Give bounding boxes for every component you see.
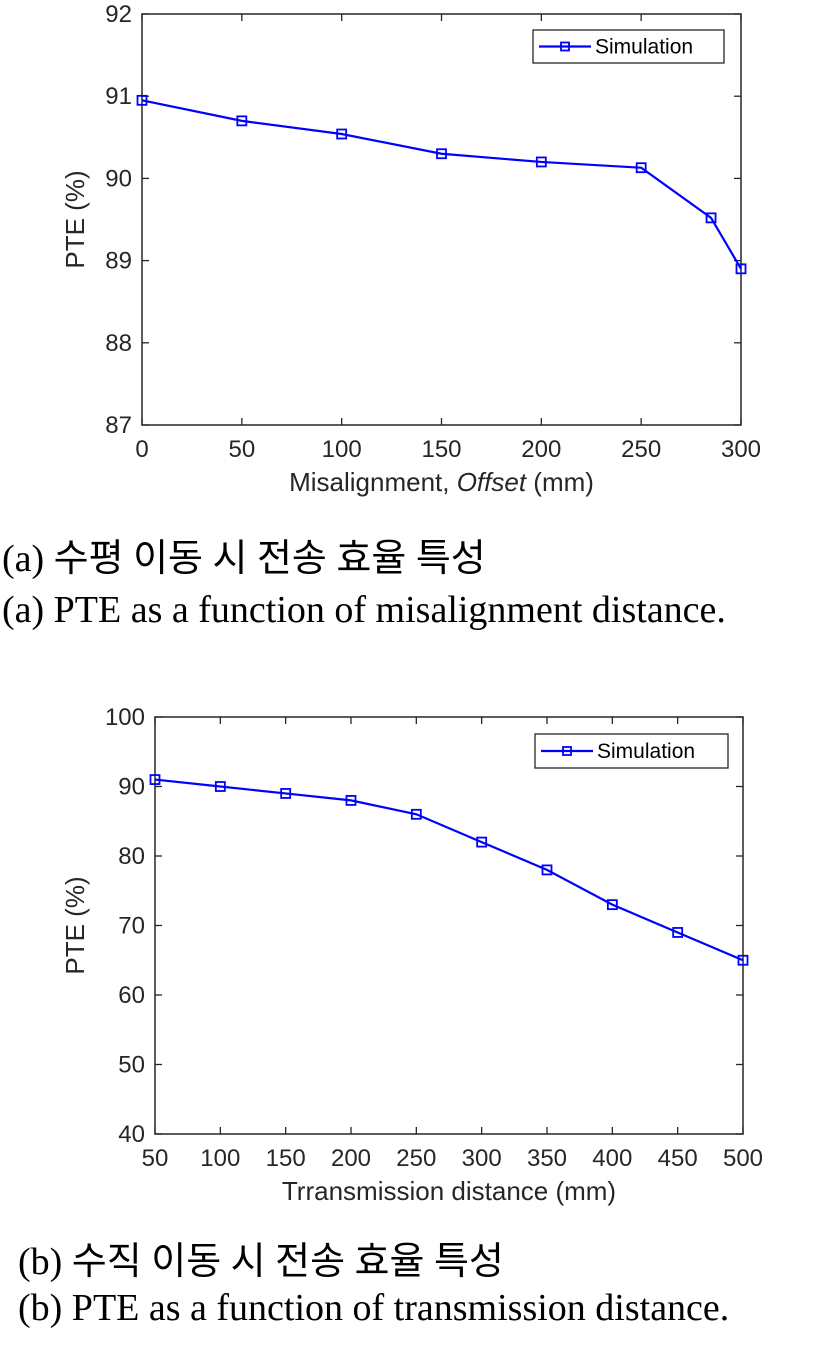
x-tick-label: 500 <box>723 1145 763 1172</box>
x-tick-label: 150 <box>266 1145 306 1172</box>
x-axis-label: Trransmission distance (mm) <box>282 1176 616 1206</box>
data-point-marker <box>705 212 717 224</box>
series-line <box>141 99 742 270</box>
y-axis-label: PTE (%) <box>60 170 90 268</box>
x-tick-label: 400 <box>592 1145 632 1172</box>
data-point-marker <box>737 954 749 966</box>
chart-b: 50 100 150 200 250 300 350 400 450 50040506070809… <box>60 704 763 1206</box>
y-tick-label: 88 <box>105 330 132 357</box>
data-point-marker <box>280 788 292 799</box>
x-tick-label: 100 <box>200 1145 240 1172</box>
chart-a: 0 50 100 150 200 250 300 87 88 89 90 91 92 Misalignme… <box>60 1 761 497</box>
data-point-marker <box>541 864 553 876</box>
y-tick-label: 80 <box>118 843 145 870</box>
data-point-marker <box>236 115 248 127</box>
y-axis-label: PTE (%) <box>60 876 90 974</box>
caption-b-korean: (b) 수직 이동 시 전송 효율 특성 <box>18 1241 504 1283</box>
legend: Simulation <box>534 733 729 769</box>
legend: Simulation <box>532 29 725 64</box>
y-tick-label: 100 <box>105 704 145 731</box>
data-point-marker <box>672 927 684 938</box>
plot-frame <box>154 716 744 1135</box>
x-tick-label: 250 <box>396 1145 436 1172</box>
x-tick-label: 200 <box>331 1145 371 1172</box>
series-line <box>154 778 744 962</box>
x-tick-label: 250 <box>621 436 661 463</box>
data-point-marker <box>635 162 647 174</box>
x-tick-label: 50 <box>142 1145 169 1172</box>
data-point-marker <box>606 899 618 911</box>
caption-b-english: (b) PTE as a function of transmission di… <box>18 1287 730 1329</box>
x-tick-label: 350 <box>527 1145 567 1172</box>
x-tick-label: 50 <box>228 436 255 463</box>
plot-frame <box>141 13 742 426</box>
y-tick-label: 90 <box>105 165 132 192</box>
y-tick-label: 50 <box>118 1052 145 1079</box>
y-tick-label: 91 <box>105 83 132 110</box>
caption-a-english: (a) PTE as a function of misalignment di… <box>2 589 726 631</box>
x-tick-label: 300 <box>462 1145 502 1172</box>
x-tick-label: 450 <box>658 1145 698 1172</box>
y-tick-label: 92 <box>105 1 132 28</box>
y-tick-label: 70 <box>118 913 145 940</box>
data-point-marker <box>436 148 447 160</box>
data-point-marker <box>345 795 357 806</box>
x-tick-label: 200 <box>521 436 561 463</box>
data-point-marker <box>136 94 148 106</box>
x-tick-label: 300 <box>721 436 761 463</box>
legend-marker <box>562 746 572 756</box>
legend-label: Simulation <box>595 36 693 59</box>
data-point-marker <box>410 808 422 820</box>
legend-label: Simulation <box>597 740 695 763</box>
legend-marker <box>560 41 570 52</box>
data-point-marker <box>336 128 348 140</box>
y-tick-label: 90 <box>118 774 145 801</box>
x-tick-label: 0 <box>135 436 148 463</box>
y-tick-label: 60 <box>118 982 145 1009</box>
data-point-marker <box>735 263 747 275</box>
data-point-marker <box>476 836 488 848</box>
data-point-marker <box>214 781 226 792</box>
data-point-marker <box>535 156 547 168</box>
y-tick-label: 40 <box>118 1121 145 1148</box>
y-tick-label: 89 <box>105 248 132 275</box>
caption-a-korean: (a) 수평 이동 시 전송 효율 특성 <box>2 538 486 580</box>
x-tick-label: 100 <box>322 436 362 463</box>
x-tick-label: 150 <box>421 436 461 463</box>
data-point-marker <box>149 774 161 785</box>
x-axis-label: Misalignment, Offset (mm) <box>289 467 594 497</box>
y-tick-label: 87 <box>105 412 132 439</box>
